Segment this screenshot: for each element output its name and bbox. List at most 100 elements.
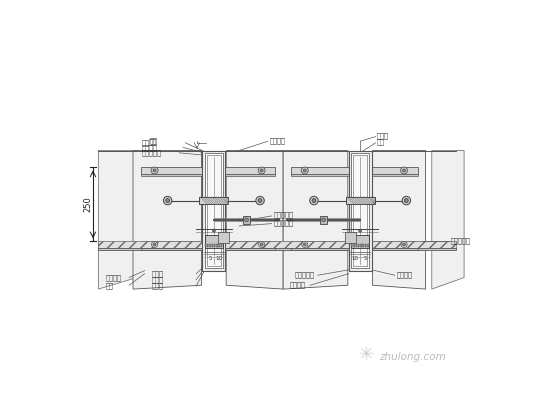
Circle shape: [212, 229, 216, 232]
Polygon shape: [226, 241, 283, 289]
Bar: [99, 241, 456, 247]
Bar: [353, 244, 355, 247]
Circle shape: [312, 199, 316, 202]
Bar: [345, 232, 356, 243]
Circle shape: [258, 167, 265, 174]
Circle shape: [358, 229, 362, 232]
Bar: [291, 247, 418, 250]
Text: 剖板: 剖板: [142, 139, 150, 146]
Bar: [351, 235, 370, 247]
Circle shape: [402, 196, 410, 205]
Circle shape: [401, 241, 407, 247]
Polygon shape: [226, 150, 283, 245]
Bar: [141, 247, 276, 250]
Circle shape: [301, 167, 308, 174]
Polygon shape: [133, 150, 202, 245]
Polygon shape: [283, 150, 348, 245]
Text: 不锈钢压片: 不锈钢压片: [295, 271, 315, 278]
Bar: [356, 244, 357, 247]
Circle shape: [153, 169, 156, 172]
Circle shape: [245, 218, 249, 222]
Circle shape: [403, 243, 405, 246]
Bar: [360, 244, 362, 247]
Circle shape: [260, 243, 263, 246]
Text: 双面胶粘: 双面胶粘: [290, 281, 306, 288]
Bar: [218, 232, 229, 243]
Text: 双暖垫片: 双暖垫片: [269, 137, 285, 144]
Bar: [141, 241, 276, 247]
Polygon shape: [283, 241, 348, 289]
Bar: [291, 168, 418, 173]
Polygon shape: [99, 150, 137, 289]
Bar: [358, 244, 360, 247]
Circle shape: [256, 196, 264, 205]
Circle shape: [151, 167, 158, 174]
Text: 立杆: 立杆: [377, 139, 385, 145]
Circle shape: [302, 241, 308, 247]
Bar: [353, 155, 367, 266]
Circle shape: [258, 199, 262, 202]
Text: 结构胶: 结构胶: [151, 283, 164, 289]
Bar: [320, 216, 328, 223]
Circle shape: [321, 218, 325, 222]
Bar: [212, 244, 213, 247]
Text: 内装置: 内装置: [377, 133, 389, 139]
Text: 不锈钢横梁: 不锈钢横梁: [450, 237, 470, 244]
Bar: [214, 244, 216, 247]
Bar: [99, 247, 456, 250]
Circle shape: [400, 167, 408, 174]
Text: 5: 5: [208, 256, 212, 261]
Bar: [346, 197, 375, 205]
Circle shape: [153, 243, 156, 246]
Circle shape: [164, 196, 172, 205]
Bar: [209, 244, 211, 247]
Bar: [204, 153, 223, 268]
Bar: [202, 150, 225, 270]
Text: 两外覆盖料: 两外覆盖料: [273, 212, 293, 218]
Bar: [199, 197, 228, 205]
Text: 剖板: 剖板: [149, 137, 157, 144]
Circle shape: [403, 169, 405, 172]
Circle shape: [151, 241, 158, 247]
Bar: [204, 244, 206, 247]
Text: 250: 250: [84, 197, 93, 212]
Circle shape: [259, 241, 265, 247]
Circle shape: [304, 243, 306, 246]
Bar: [207, 155, 221, 266]
Bar: [365, 244, 366, 247]
Text: 口定压制: 口定压制: [396, 271, 412, 278]
Text: 水饺角制: 水饺角制: [142, 144, 157, 151]
Circle shape: [166, 199, 170, 202]
Text: 不锈钢横梁: 不锈钢横梁: [142, 150, 161, 156]
Bar: [141, 173, 276, 176]
Polygon shape: [372, 150, 426, 245]
Bar: [348, 150, 372, 270]
Bar: [362, 244, 364, 247]
Text: 广场胶: 广场胶: [151, 270, 164, 277]
Text: 10: 10: [351, 256, 358, 261]
Polygon shape: [432, 150, 464, 289]
Circle shape: [310, 196, 318, 205]
Bar: [216, 244, 218, 247]
Text: 剖板: 剖板: [148, 138, 156, 144]
Bar: [221, 244, 222, 247]
Text: 泡棉胶水: 泡棉胶水: [106, 274, 122, 281]
Bar: [351, 244, 352, 247]
Bar: [207, 244, 208, 247]
Circle shape: [404, 199, 408, 202]
Circle shape: [260, 169, 263, 172]
Bar: [291, 173, 418, 176]
Bar: [351, 153, 370, 268]
Bar: [367, 244, 368, 247]
Bar: [291, 241, 418, 247]
Text: 广场胶: 广场胶: [151, 276, 164, 283]
Circle shape: [303, 169, 306, 172]
Bar: [141, 168, 276, 173]
Text: 玻璃: 玻璃: [106, 282, 114, 289]
Text: 10: 10: [216, 256, 223, 261]
Text: 5: 5: [364, 256, 367, 261]
Polygon shape: [133, 241, 202, 289]
Bar: [218, 244, 220, 247]
Text: 两外覆脊板: 两外覆脊板: [273, 220, 293, 226]
Bar: [242, 216, 250, 223]
